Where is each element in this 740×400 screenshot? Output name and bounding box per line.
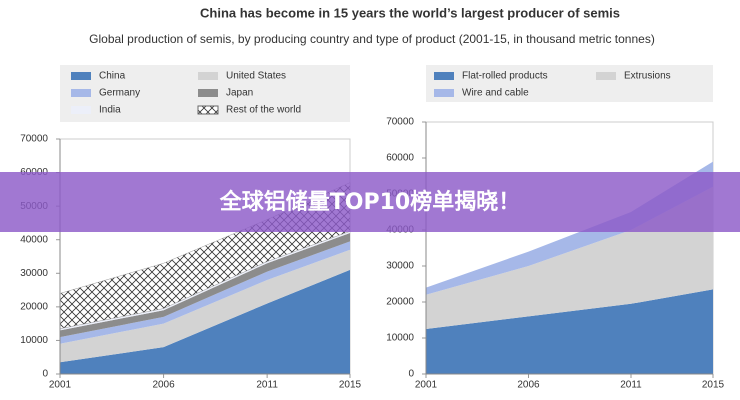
legend-swatch <box>198 89 218 97</box>
x-tick-label: 2001 <box>49 380 72 391</box>
title: China has become in 15 years the world’s… <box>200 5 620 20</box>
legend-swatch <box>596 72 616 80</box>
area <box>60 249 350 363</box>
subtitle: Global production of semis, by producing… <box>89 32 655 46</box>
legend-swatch <box>198 72 218 80</box>
y-tick-label: 40000 <box>20 234 48 245</box>
x-tick-label: 2011 <box>620 380 642 391</box>
legend-label: Rest of the world <box>226 105 301 116</box>
banner-band <box>0 172 740 232</box>
y-tick-label: 70000 <box>20 134 48 145</box>
legend-swatch <box>434 89 454 97</box>
y-tick-label: 20000 <box>386 297 414 308</box>
x-tick-label: 2006 <box>152 380 175 391</box>
y-tick-label: 30000 <box>20 268 48 279</box>
legend-swatch <box>71 89 91 97</box>
legend-box <box>426 65 713 102</box>
legend-label: Japan <box>226 88 253 99</box>
area <box>426 161 713 295</box>
y-tick-label: 20000 <box>20 301 48 312</box>
y-tick-label: 30000 <box>386 261 414 272</box>
y-tick-label: 10000 <box>20 335 48 346</box>
legend-label: United States <box>226 71 286 82</box>
x-tick-label: 2015 <box>702 380 725 391</box>
area <box>60 233 350 338</box>
y-tick-label: 0 <box>42 369 48 380</box>
area <box>426 186 713 329</box>
legend-swatch <box>434 72 454 80</box>
x-tick-label: 2006 <box>517 380 540 391</box>
y-tick-label: 60000 <box>386 153 414 164</box>
area <box>60 241 350 344</box>
x-tick-label: 2015 <box>339 380 362 391</box>
legend-label: Wire and cable <box>462 88 529 99</box>
x-tick-label: 2011 <box>256 380 278 391</box>
y-tick-label: 70000 <box>386 117 414 128</box>
y-tick-label: 10000 <box>386 333 414 344</box>
area <box>60 269 350 374</box>
legend-swatch <box>197 105 219 115</box>
legend-label: Germany <box>99 88 140 99</box>
legend-swatch <box>71 72 91 80</box>
x-tick-label: 2001 <box>415 380 438 391</box>
legend-label: Extrusions <box>624 71 671 82</box>
area <box>426 289 713 374</box>
legend-swatch <box>71 106 91 114</box>
legend-label: Flat-rolled products <box>462 71 548 82</box>
legend-label: China <box>99 71 126 82</box>
banner-text: 全球铝储量TOP10榜单揭晓！ <box>219 189 520 215</box>
y-tick-label: 0 <box>408 369 414 380</box>
legend-label: India <box>99 105 121 116</box>
